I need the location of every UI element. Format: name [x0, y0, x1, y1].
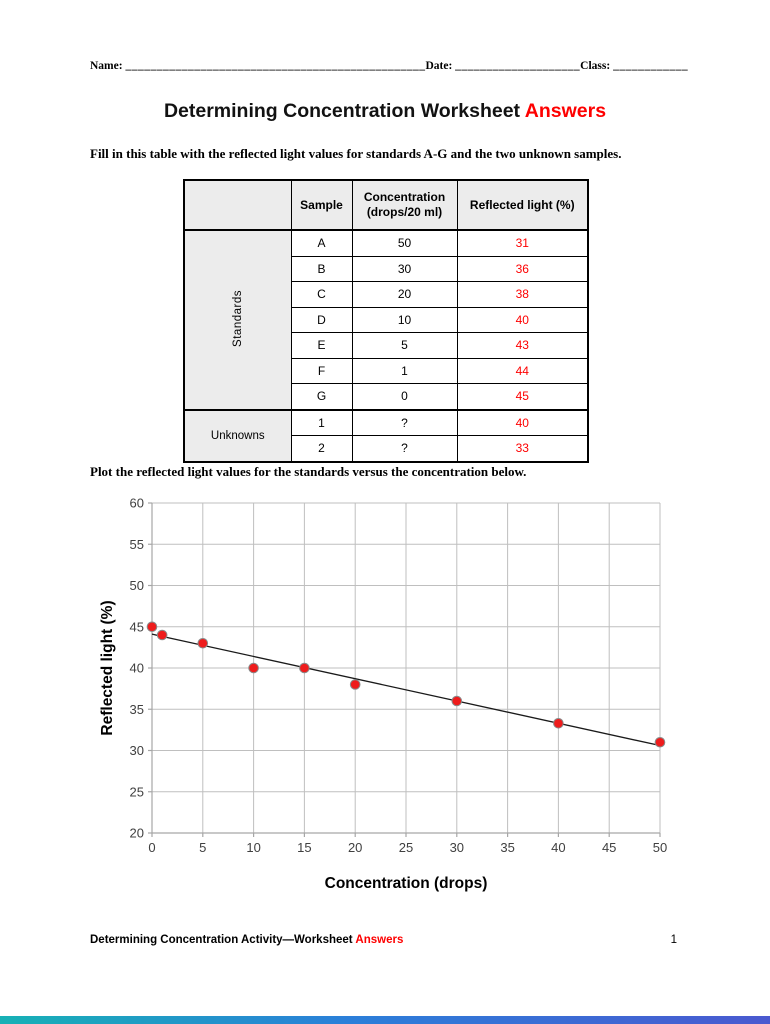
sample-cell: 1	[290, 408, 353, 436]
answer-cell: 45	[456, 383, 589, 410]
x-tick-label: 40	[551, 840, 565, 855]
data-point	[654, 736, 666, 748]
x-tick-label: 20	[348, 840, 362, 855]
concentration-cell: ?	[351, 408, 458, 436]
data-point	[146, 621, 158, 633]
data-point	[248, 662, 259, 674]
y-tick-label: 60	[130, 496, 144, 511]
y-tick-label: 50	[130, 578, 144, 593]
class-label: Class:	[580, 60, 611, 72]
table-row: Unknowns 1? 40	[183, 408, 589, 462]
concentration-cell: 5	[351, 332, 458, 359]
data-point	[451, 695, 463, 707]
trendline	[151, 633, 661, 747]
instruction-table: Fill in this table with the reflected li…	[90, 146, 622, 161]
x-tick-label: 30	[450, 840, 464, 855]
bottom-accent-bar	[0, 1016, 770, 1024]
y-tick-label: 55	[130, 537, 144, 552]
concentration-cell: ?	[351, 435, 458, 462]
data-point	[553, 717, 564, 729]
table-row: F 1 44	[184, 357, 589, 384]
results-table: Sample Concentration (drops/20 ml) Refle…	[183, 179, 589, 463]
sample-cell: B	[290, 255, 353, 282]
x-tick-label: 25	[399, 840, 413, 855]
table-row: G 0 45	[184, 383, 589, 410]
name-label: Name:	[90, 60, 123, 72]
page-number: 1	[670, 934, 677, 946]
page-title-main: Determining Concentration Worksheet	[163, 100, 521, 122]
data-point	[197, 637, 209, 649]
data-point	[349, 679, 361, 690]
date-label: Date:	[425, 60, 453, 72]
concentration-cell: 1	[351, 357, 458, 384]
x-tick-label: 50	[653, 840, 667, 855]
concentration-cell: 30	[351, 255, 458, 282]
date-field: Date: ____________________	[425, 60, 580, 72]
y-tick-label: 20	[130, 826, 144, 841]
chart-svg: 0 5 10 15 20 25 30 35 40 45 50 20 25 30 35 40 45 50 55 60 Co…	[99, 496, 667, 893]
table-corner-cell	[183, 179, 292, 231]
y-tick-label: 30	[130, 743, 144, 758]
sample-cell: D	[290, 306, 353, 333]
concentration-cell: 50	[351, 229, 458, 257]
class-field: Class: ____________	[580, 60, 688, 72]
table-header-row: Sample Concentration (drops/20 ml) Refle…	[183, 179, 589, 231]
concentration-cell: 0	[351, 383, 458, 410]
footer-text: Determining Concentration Activity—Works…	[90, 934, 404, 946]
scatter-chart: 0 5 10 15 20 25 30 35 40 45 50 20 25 30 35 40 45 50 55 60 Co…	[90, 495, 680, 905]
answer-cell: 36	[456, 255, 589, 282]
y-tick-label: 35	[130, 702, 144, 717]
footer-answers: Answers	[355, 934, 404, 946]
concentration-cell: 20	[351, 281, 458, 308]
x-axis-title: Concentration (drops)	[325, 875, 488, 892]
col-header-concentration: Concentration (drops/20 ml)	[351, 179, 458, 231]
instruction-plot: Plot the reflected light values for the …	[90, 464, 527, 479]
name-blank-line[interactable]: ________________________________________…	[125, 60, 426, 72]
concentration-cell: 10	[351, 306, 458, 333]
data-point	[299, 662, 310, 674]
sample-cell: C	[290, 281, 353, 308]
x-tick-label: 5	[199, 840, 206, 855]
y-tick-label: 25	[130, 784, 144, 799]
table-row: 2? 33	[184, 435, 589, 462]
page-footer: Determining Concentration Activity—Works…	[90, 934, 677, 946]
y-axis-title: Reflected light (%)	[99, 600, 116, 735]
header-blank-line: Name: __________________________________…	[90, 60, 688, 72]
col-header-reflected-light: Reflected light (%)	[456, 179, 589, 231]
results-table-body: Standards A 50 31 B 30 36 C 20 38 D 10 40 E 5 43 F 1 44 G 0 4…	[183, 229, 589, 462]
answer-cell: 38	[456, 281, 589, 308]
date-blank-line[interactable]: ____________________	[455, 60, 581, 72]
sample-cell: E	[290, 332, 353, 359]
group-label-standards: Standards	[183, 229, 292, 410]
y-tick-label: 40	[130, 661, 144, 676]
answer-cell: 40	[456, 408, 589, 436]
answer-cell: 31	[456, 229, 589, 257]
page-title-answers: Answers	[524, 100, 607, 122]
answer-cell: 43	[456, 332, 589, 359]
data-point	[156, 629, 168, 641]
answer-cell: 33	[456, 435, 589, 462]
x-tick-label: 35	[500, 840, 514, 855]
col-header-sample: Sample	[290, 179, 353, 231]
y-tick-label: 45	[130, 619, 144, 634]
answer-cell: 40	[456, 306, 589, 333]
page-title: Determining Concentration Worksheet Answ…	[0, 100, 770, 123]
class-blank-line[interactable]: ____________	[613, 60, 689, 72]
x-tick-label: 15	[297, 840, 311, 855]
group-label-unknowns: Unknowns	[183, 408, 292, 462]
sample-cell: F	[290, 357, 353, 384]
x-tick-label: 10	[246, 840, 260, 855]
sample-cell: 2	[290, 435, 353, 462]
x-tick-label: 45	[602, 840, 616, 855]
answer-cell: 44	[456, 357, 589, 384]
x-tick-label: 0	[148, 840, 155, 855]
sample-cell: G	[290, 383, 353, 410]
sample-cell: A	[290, 229, 353, 257]
table-row: Standards A 50 31	[183, 229, 589, 410]
table-row: B 30 36	[184, 255, 589, 282]
name-field: Name: __________________________________…	[90, 60, 425, 72]
